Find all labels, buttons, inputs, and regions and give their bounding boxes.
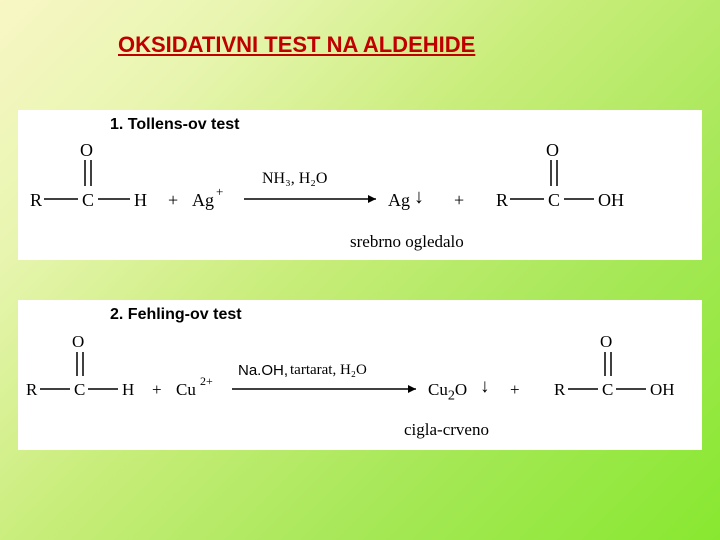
r1-plus1: + <box>168 190 178 211</box>
r2-tartarat: tartarat, H₂O <box>290 362 367 379</box>
r1-down-arrow-icon: ↓ <box>414 186 424 209</box>
r2-aldehyde-R: R <box>26 380 37 400</box>
section1-label: 1. Tollens-ov test <box>110 116 240 134</box>
r1-reagent: NH₃, H₂O <box>262 170 327 188</box>
r1-aldehyde-R: R <box>30 190 42 211</box>
r2-plus1: + <box>152 380 162 400</box>
r1-product-ag: Ag <box>388 190 410 211</box>
r1-bonds <box>0 0 720 540</box>
r2-note: cigla-crveno <box>404 420 489 440</box>
r2-bonds <box>0 0 720 540</box>
r2-down-arrow-icon: ↓ <box>480 376 490 398</box>
r1-aldehyde-O: O <box>80 140 93 161</box>
r1-aldehyde-C: C <box>82 190 94 211</box>
r2-acid-O: O <box>600 332 612 352</box>
r2-acid-OH: OH <box>650 380 675 400</box>
r1-acid-O: O <box>546 140 559 161</box>
r2-aldehyde-H: H <box>122 380 134 400</box>
r2-copper-ion: Cu <box>176 380 196 400</box>
r2-acid-R: R <box>554 380 565 400</box>
r1-acid-R: R <box>496 190 508 211</box>
r2-acid-C: C <box>602 380 613 400</box>
r2-plus2: + <box>510 380 520 400</box>
r2-aldehyde-C: C <box>74 380 85 400</box>
r1-plus2: + <box>454 190 464 211</box>
r1-aldehyde-H: H <box>134 190 147 211</box>
r2-copper-charge: 2+ <box>200 374 213 389</box>
slide-title: OKSIDATIVNI TEST NA ALDEHIDE <box>118 32 475 58</box>
r2-naoh: Na.OH, <box>238 362 288 379</box>
r1-acid-C: C <box>548 190 560 211</box>
r2-aldehyde-O: O <box>72 332 84 352</box>
r1-acid-OH: OH <box>598 190 624 211</box>
section2-label: 2. Fehling-ov test <box>110 306 242 324</box>
r1-note: srebrno ogledalo <box>350 232 464 252</box>
r1-silver-charge: + <box>216 184 223 200</box>
r1-silver-ion: Ag <box>192 190 214 211</box>
r2-product-cu2o: Cu2O <box>428 380 467 404</box>
